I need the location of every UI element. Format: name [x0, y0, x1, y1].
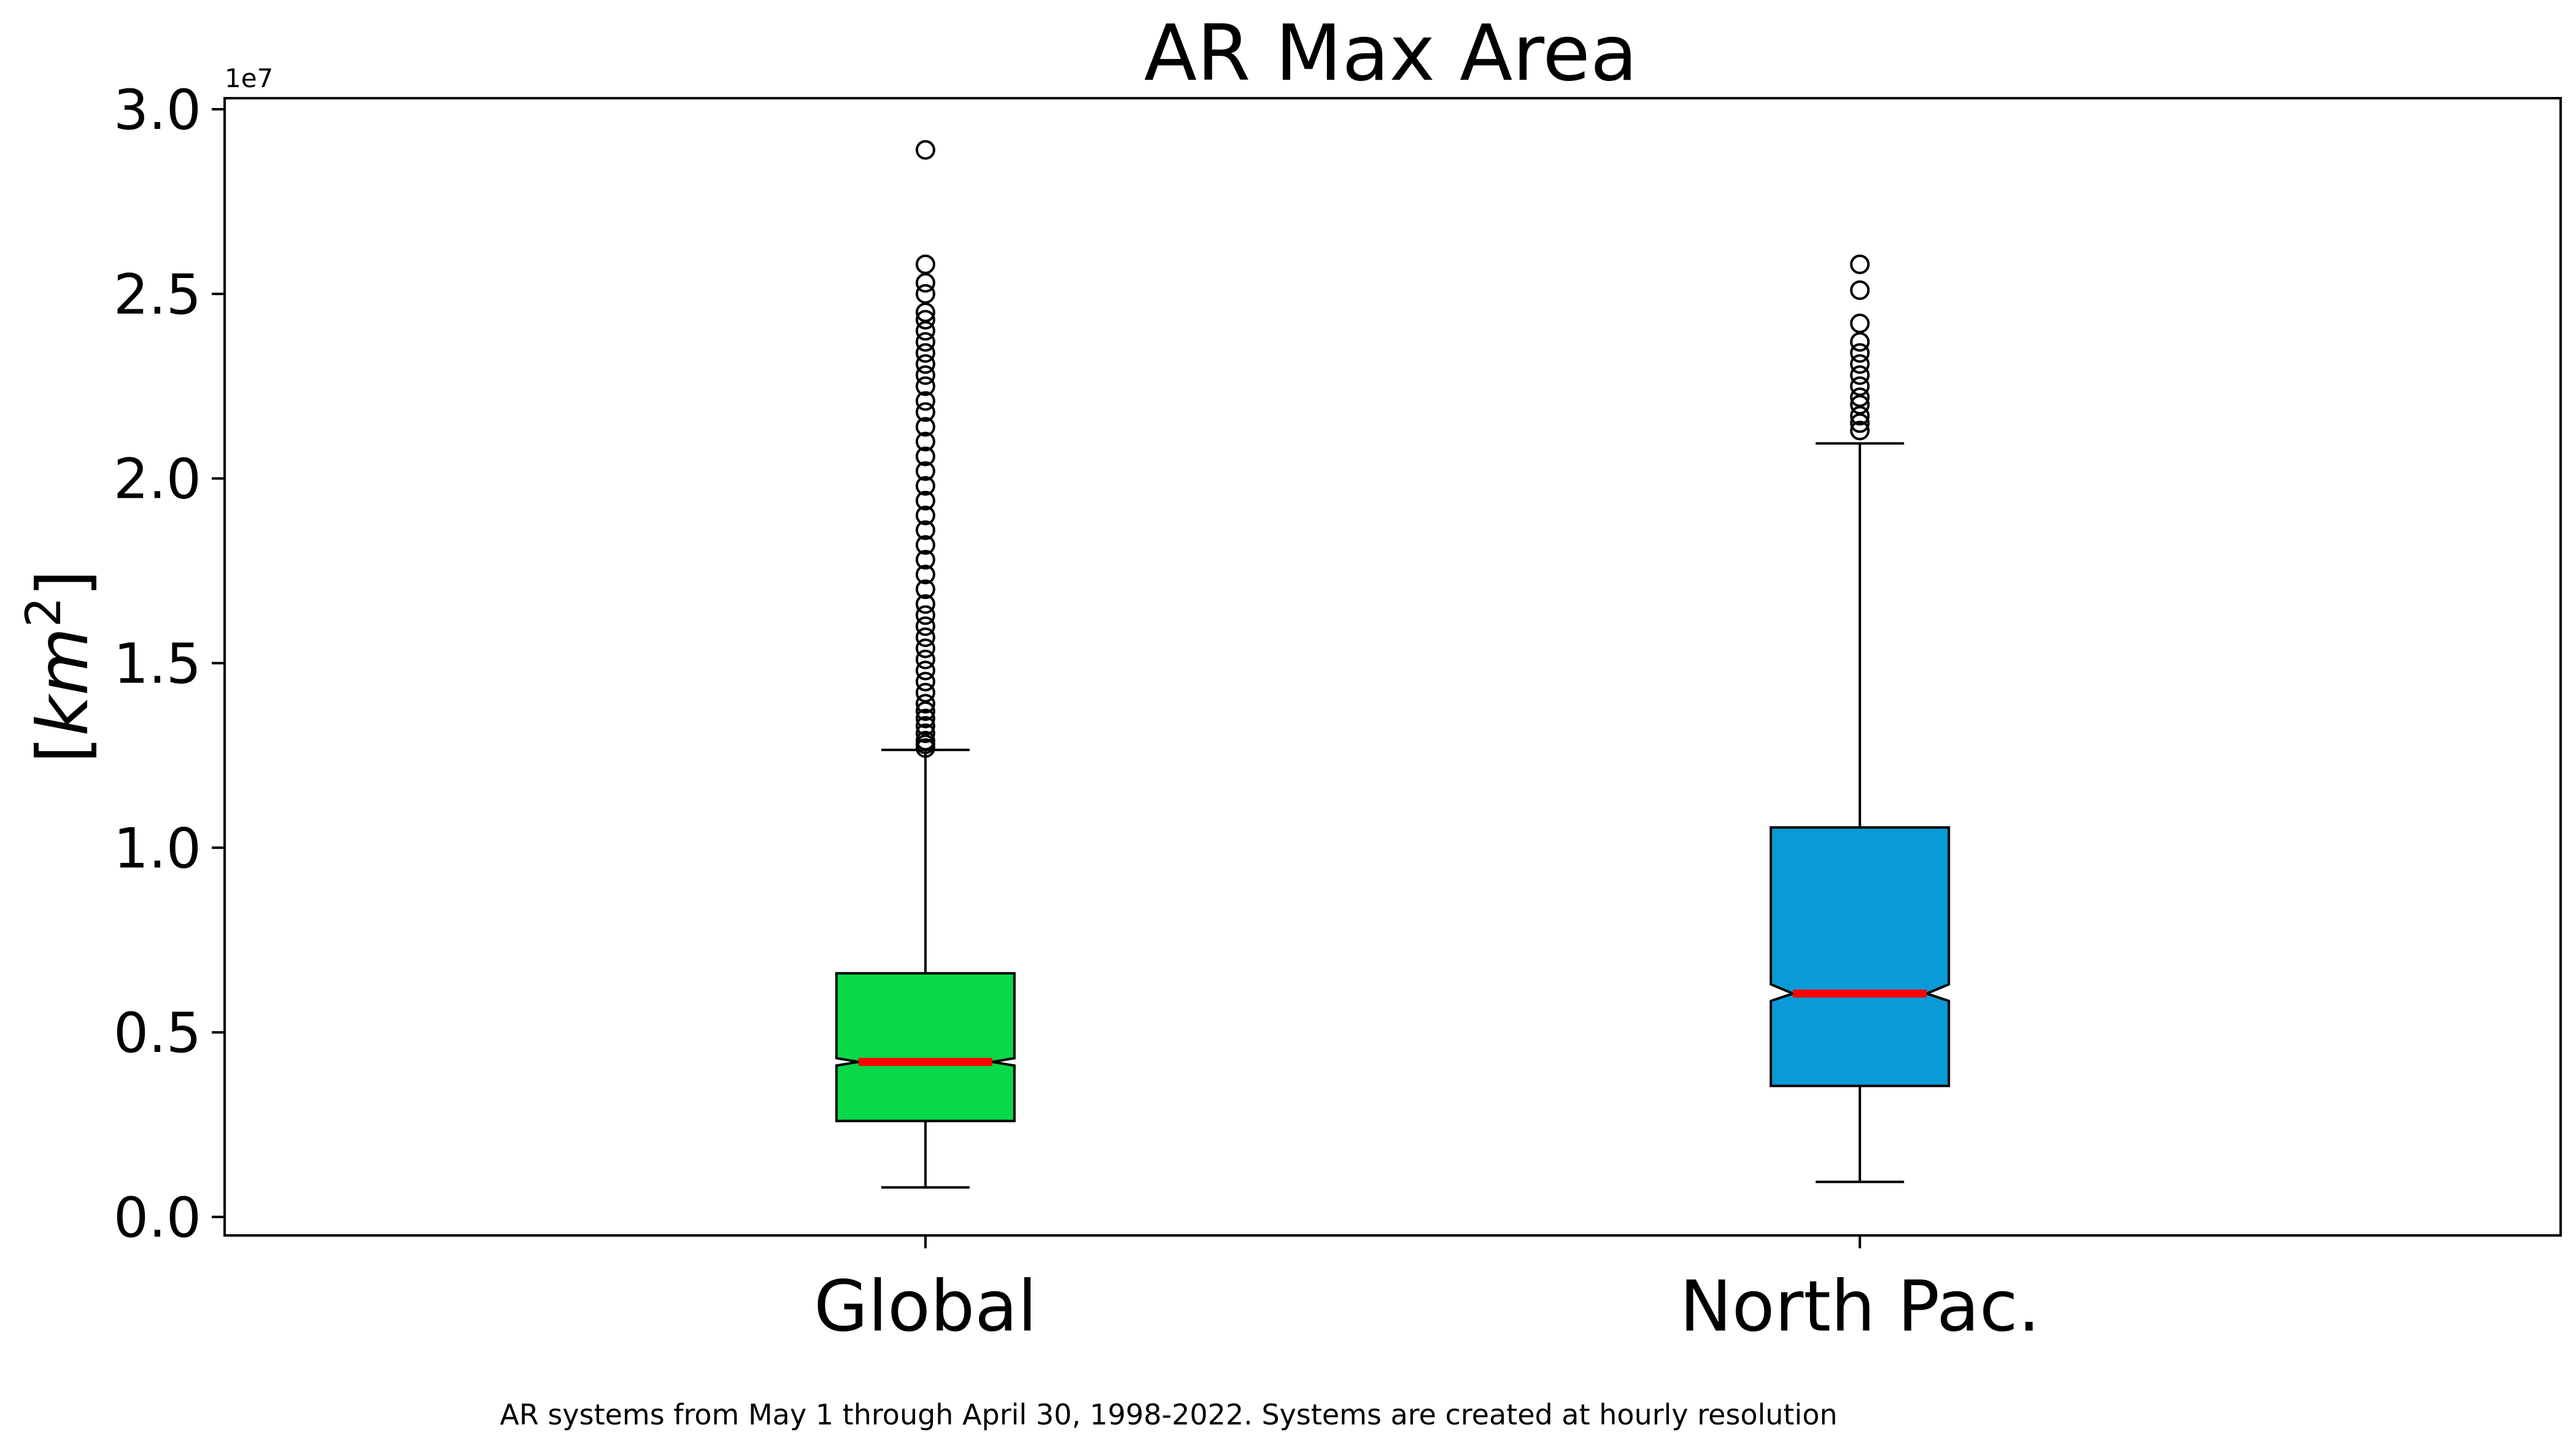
outlier-point: [915, 660, 935, 681]
outlier-point: [915, 682, 935, 703]
outlier-point: [915, 309, 935, 330]
outlier-point: [915, 446, 935, 466]
plot-area-frame: [223, 97, 2562, 1237]
y-tick-label: 0.0: [114, 1186, 201, 1250]
outlier-point: [915, 671, 935, 692]
outlier-point: [915, 605, 935, 625]
outlier-point: [915, 708, 935, 728]
outlier-point: [915, 723, 935, 743]
outlier-point: [915, 431, 935, 452]
y-tick-label: 1.5: [114, 632, 201, 696]
outlier-point: [1850, 376, 1870, 396]
box-group: [835, 140, 1016, 1189]
outlier-point: [1850, 332, 1870, 352]
outlier-point: [1850, 413, 1870, 433]
outlier-point: [1850, 387, 1870, 408]
outlier-point: [915, 391, 935, 411]
outlier-point: [915, 376, 935, 396]
outlier-point: [1850, 365, 1870, 385]
y-tick-label: 2.5: [114, 263, 201, 327]
y-tick-label: 3.0: [114, 78, 201, 142]
outlier-point: [915, 140, 935, 160]
outlier-point: [915, 649, 935, 670]
outlier-point: [915, 461, 935, 481]
box-body: [835, 972, 1016, 1122]
outlier-point: [915, 716, 935, 736]
chart-title: AR Max Area: [1144, 8, 1638, 98]
y-tick-label: 1.0: [114, 816, 201, 881]
outlier-point: [915, 694, 935, 714]
boxes-layer: [835, 140, 1951, 1189]
outlier-point: [915, 638, 935, 659]
outlier-point: [1850, 406, 1870, 426]
outlier-point: [1850, 354, 1870, 374]
outlier-point: [915, 284, 935, 304]
y-axis-multiplier: 1e7: [225, 63, 273, 93]
y-axis-label-group: [km2]: [17, 570, 104, 763]
outlier-point: [1850, 313, 1870, 333]
outlier-point: [915, 505, 935, 525]
x-tick-label: North Pac.: [1679, 1265, 2040, 1347]
x-axis: Global North Pac.: [814, 1235, 2040, 1347]
outlier-point: [915, 730, 935, 751]
outlier-point: [915, 565, 935, 585]
x-tick-label: Global: [814, 1265, 1037, 1347]
outlier-point: [915, 365, 935, 385]
outlier-point: [915, 627, 935, 647]
outlier-point: [915, 701, 935, 721]
outlier-point: [1850, 420, 1870, 441]
box-group: [1770, 254, 1951, 1183]
outlier-point: [1850, 343, 1870, 363]
y-tick-label: 2.0: [114, 447, 201, 512]
outlier-point: [1850, 280, 1870, 300]
outlier-point: [915, 550, 935, 570]
outlier-point: [915, 535, 935, 555]
outlier-point: [915, 343, 935, 363]
y-axis: 0.0 0.5 1.0 1.5 2.0 2.5 3.0: [114, 78, 225, 1250]
outlier-point: [915, 616, 935, 636]
outlier-point: [915, 402, 935, 422]
outlier-point: [915, 476, 935, 496]
outlier-point: [915, 417, 935, 437]
outlier-point: [915, 594, 935, 614]
outlier-point: [915, 332, 935, 352]
outlier-point: [915, 272, 935, 293]
outlier-point: [1850, 254, 1870, 274]
outlier-point: [915, 579, 935, 600]
box-body: [1770, 826, 1951, 1088]
figure-caption: AR systems from May 1 through April 30, …: [500, 1398, 1837, 1431]
outlier-point: [915, 490, 935, 511]
y-axis-label: [km2]: [17, 570, 104, 763]
outlier-point: [915, 520, 935, 540]
y-axis-label-base: km: [22, 627, 104, 736]
outlier-point: [915, 254, 935, 274]
y-tick-label: 0.5: [114, 1001, 201, 1065]
y-axis-label-exponent: 2: [17, 597, 72, 628]
outlier-point: [915, 354, 935, 374]
outlier-point: [915, 302, 935, 322]
outlier-point: [915, 321, 935, 341]
outlier-point: [1850, 395, 1870, 415]
